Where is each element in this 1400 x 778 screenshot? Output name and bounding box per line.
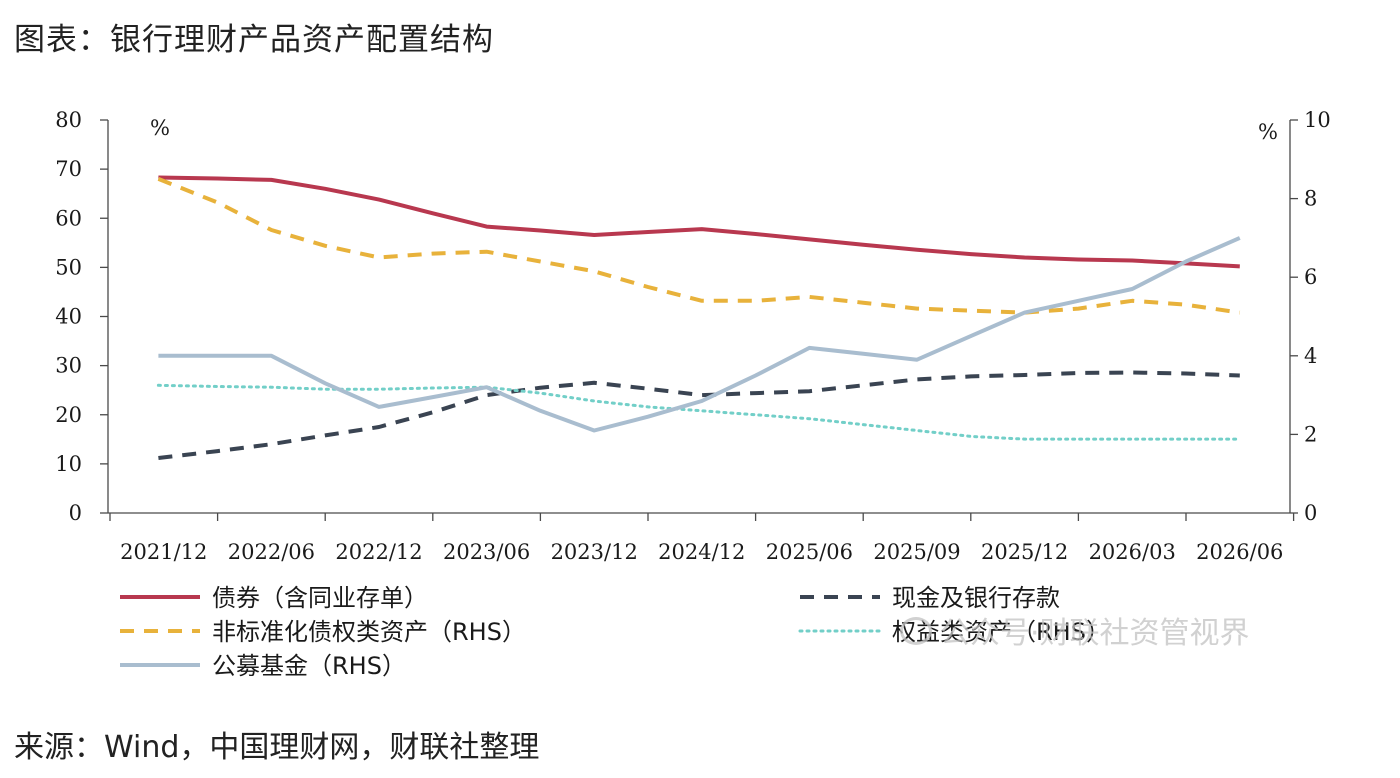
y-tick-label-left: 10 (55, 452, 82, 476)
y-tick-label-left: 40 (55, 305, 82, 329)
y-tick-label-left: 20 (55, 403, 82, 427)
chart-axes: 0 10 20 30 40 50 60 70 80 0 2 4 6 8 10% % 2021/12 2022/06… (55, 108, 1330, 564)
y-axis-label-left: % (150, 116, 170, 140)
legend-label: 非标准化债权类资产（RHS） (212, 618, 526, 646)
x-tick-label: 2026/06 (1196, 540, 1283, 564)
watermark-text: 公众号·财联社资管视界 (940, 616, 1250, 651)
y-axis-label-right: % (1258, 120, 1278, 144)
y-tick-label-left: 0 (69, 501, 82, 525)
y-tick-label-left: 80 (55, 108, 82, 132)
y-tick-label-right: 6 (1304, 265, 1317, 289)
y-tick-label-left: 50 (55, 255, 82, 279)
wechat-icon (900, 617, 932, 645)
legend-label: 公募基金（RHS） (212, 652, 406, 680)
x-tick-label: 2025/12 (981, 540, 1068, 564)
y-tick-label-right: 10 (1304, 108, 1331, 132)
x-tick-label: 2022/06 (228, 540, 315, 564)
y-tick-label-right: 2 (1304, 422, 1317, 446)
x-tick-label: 2025/06 (766, 540, 853, 564)
x-tick-label: 2022/12 (335, 540, 422, 564)
series-line-4 (158, 236, 1241, 433)
y-tick-label-right: 8 (1304, 187, 1317, 211)
series-line-3 (156, 383, 1242, 441)
series-line-1 (158, 370, 1240, 460)
series-line-0 (158, 175, 1240, 269)
series-line-2 (157, 177, 1241, 315)
x-tick-label: 2021/12 (120, 540, 207, 564)
x-tick-label: 2024/12 (658, 540, 745, 564)
x-tick-label: 2025/09 (873, 540, 960, 564)
x-tick-label: 2023/06 (443, 540, 530, 564)
x-tick-label: 2026/03 (1089, 540, 1176, 564)
chart-series (156, 175, 1242, 460)
legend-label: 债券（含同业存单） (212, 584, 428, 612)
x-tick-label: 2023/12 (551, 540, 638, 564)
y-tick-label-right: 0 (1304, 501, 1317, 525)
y-tick-label-left: 70 (55, 157, 82, 181)
y-tick-label-left: 60 (55, 206, 82, 230)
figure-title: 图表：银行理财产品资产配置结构 (14, 22, 494, 58)
figure-source: 来源：Wind，中国理财网，财联社整理 (14, 730, 540, 765)
watermark: 公众号·财联社资管视界 (900, 608, 1250, 652)
legend-label: 现金及银行存款 (892, 584, 1060, 612)
y-tick-label-right: 4 (1304, 344, 1317, 368)
y-tick-label-left: 30 (55, 354, 82, 378)
